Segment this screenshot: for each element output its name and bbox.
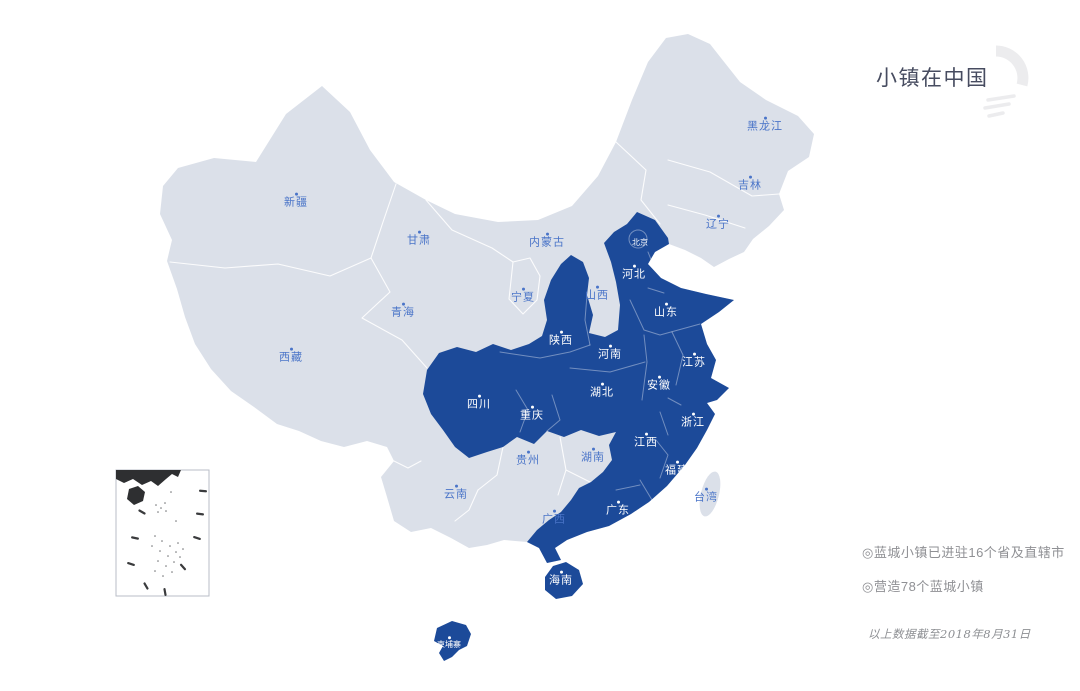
data-date-note: 以上数据截至2018年8月31日 — [868, 627, 1031, 641]
stat-note-towns: ◎营造78个蓝城小镇 — [862, 579, 984, 594]
nine-dash-line — [127, 489, 207, 596]
south-china-sea-inset — [115, 469, 210, 597]
province-borders-highlight — [499, 229, 701, 501]
stat-note-provinces: ◎蓝城小镇已进驻16个省及直辖市 — [862, 545, 1065, 560]
province-borders-base — [169, 141, 780, 522]
island-dots — [151, 491, 184, 577]
hainan-island — [545, 562, 583, 599]
bluetown-logo-icon — [983, 45, 1029, 118]
highlighted-region — [423, 212, 734, 563]
cambodia-shape — [434, 621, 471, 661]
page-title: 小镇在中国 — [876, 67, 989, 90]
taiwan-island — [699, 471, 721, 517]
